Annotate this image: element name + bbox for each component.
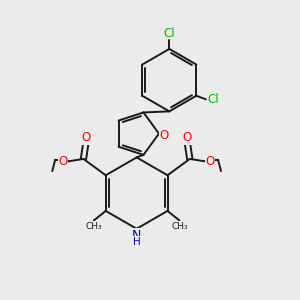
Text: H: H — [133, 237, 140, 247]
Text: N: N — [132, 229, 141, 242]
Text: Cl: Cl — [164, 27, 175, 40]
Text: O: O — [58, 155, 68, 168]
Text: CH₃: CH₃ — [85, 222, 102, 231]
Text: Cl: Cl — [207, 93, 218, 106]
Text: O: O — [82, 131, 91, 144]
Text: CH₃: CH₃ — [171, 222, 188, 231]
Text: O: O — [206, 155, 214, 168]
Text: O: O — [160, 129, 169, 142]
Text: O: O — [182, 131, 192, 144]
